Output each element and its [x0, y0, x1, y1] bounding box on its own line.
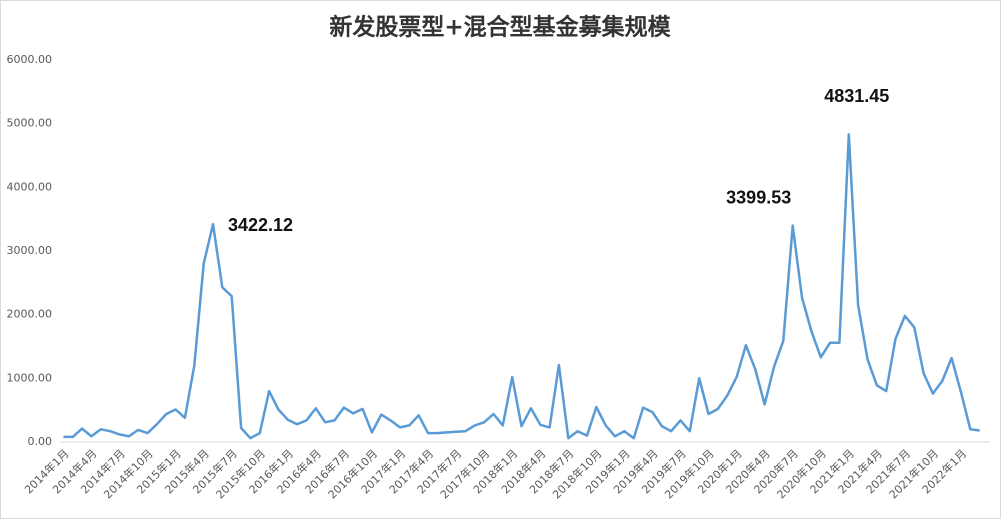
data-label: 3422.12 [228, 215, 293, 235]
y-tick-label: 0.00 [28, 435, 53, 448]
y-tick-label: 3000.00 [7, 244, 53, 257]
y-tick-label: 6000.00 [7, 53, 53, 66]
y-tick-label: 2000.00 [7, 308, 53, 321]
data-label: 3399.53 [726, 187, 791, 207]
y-tick-label: 1000.00 [7, 371, 53, 384]
data-label: 4831.45 [824, 86, 889, 106]
y-tick-label: 4000.00 [7, 180, 53, 193]
chart-title: 新发股票型+混合型基金募集规模 [329, 14, 671, 41]
y-tick-label: 5000.00 [7, 117, 53, 130]
data-line [63, 133, 980, 440]
